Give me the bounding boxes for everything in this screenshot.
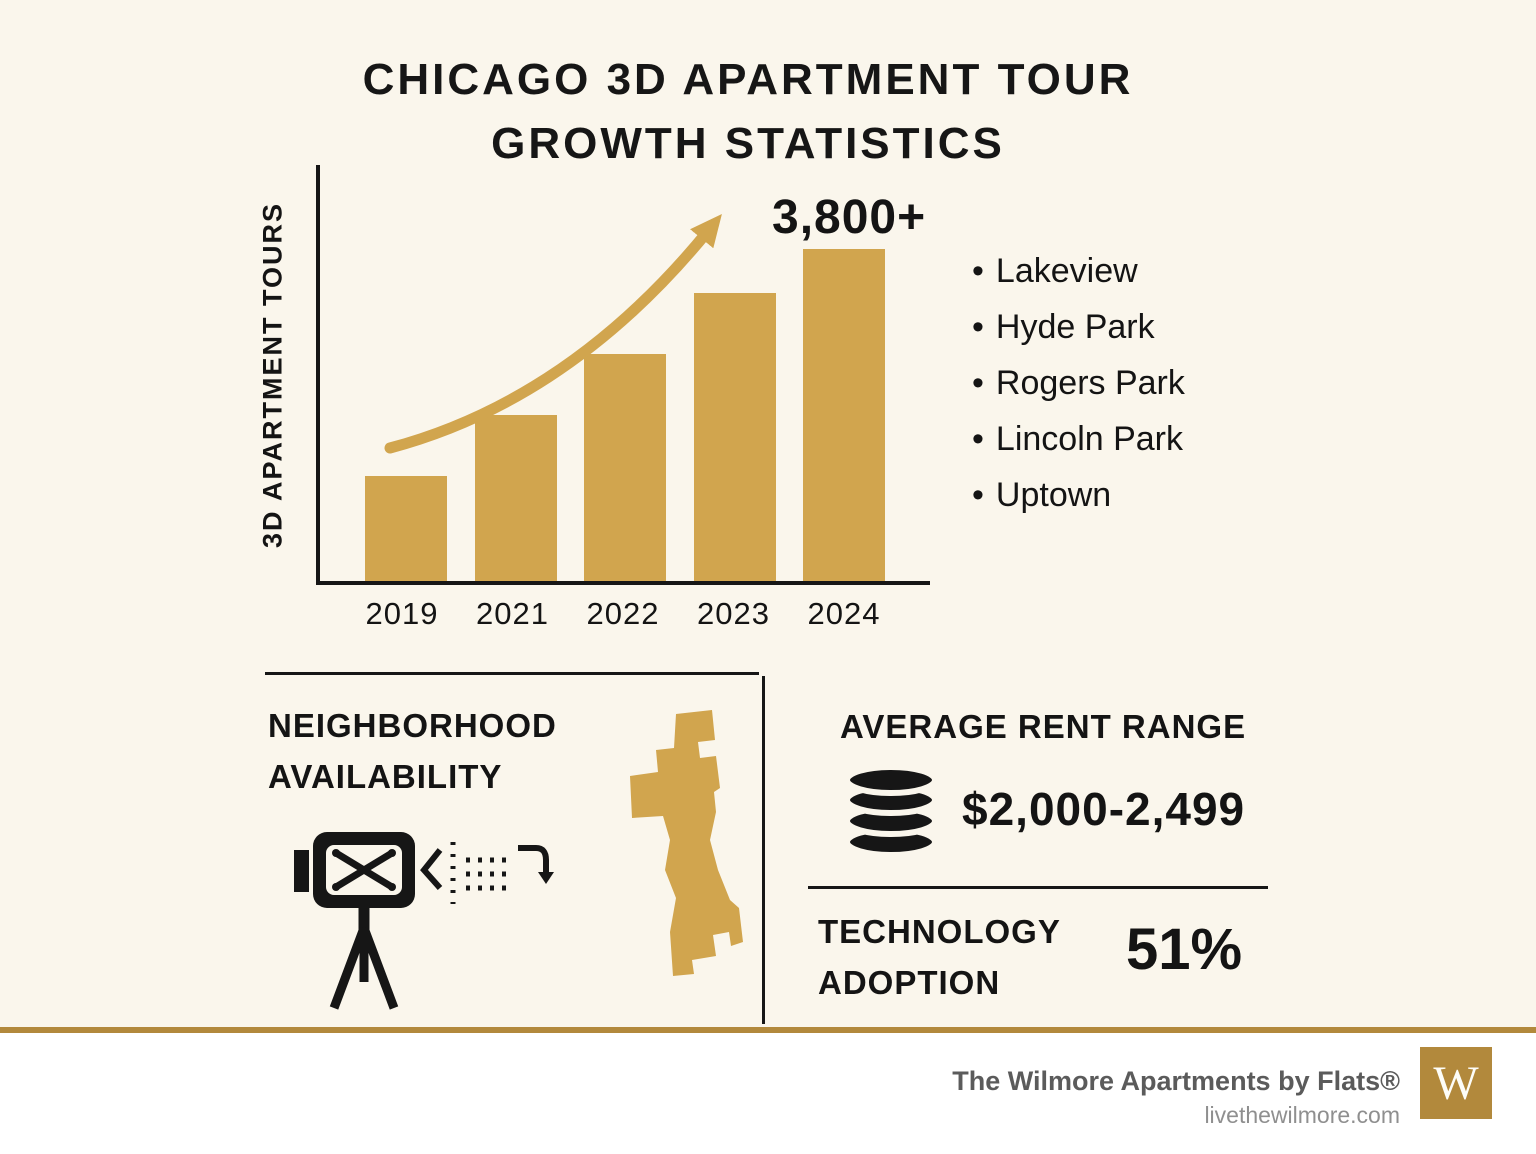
neighborhood-availability-heading: NEIGHBORHOOD AVAILABILITY xyxy=(268,700,557,802)
list-item: • Hyde Park xyxy=(972,308,1185,347)
tech-heading-line-1: TECHNOLOGY xyxy=(818,913,1061,950)
bullet-icon: • xyxy=(972,252,984,290)
page-title: CHICAGO 3D APARTMENT TOUR GROWTH STATIST… xyxy=(248,48,1248,176)
footer: The Wilmore Apartments by Flats® livethe… xyxy=(0,1033,1536,1154)
list-item: • Lakeview xyxy=(972,252,1185,291)
list-item: • Rogers Park xyxy=(972,364,1185,403)
coin-stack-icon xyxy=(844,766,938,858)
footer-gold-rule xyxy=(0,1027,1536,1033)
x-axis-labels: 2019 2021 2022 2023 2024 xyxy=(316,596,930,632)
technology-adoption-heading: TECHNOLOGY ADOPTION xyxy=(818,906,1061,1008)
bar-chart xyxy=(316,165,930,585)
bar-2024 xyxy=(803,249,885,581)
neighborhood-name: Uptown xyxy=(995,476,1112,514)
x-axis-label: 2021 xyxy=(476,596,549,631)
brand-name: The Wilmore Apartments by Flats® xyxy=(952,1066,1400,1096)
wilmore-logo: W xyxy=(1420,1047,1492,1119)
bullet-icon: • xyxy=(972,420,984,458)
chart-annotation: 3,800+ xyxy=(772,191,927,244)
title-line-1: CHICAGO 3D APARTMENT TOUR xyxy=(362,55,1134,104)
divider-horizontal-left xyxy=(265,672,759,675)
chicago-map xyxy=(630,710,743,976)
neighborhood-name: Lincoln Park xyxy=(995,420,1184,458)
bar-2021 xyxy=(474,415,557,581)
bar-2023 xyxy=(693,293,776,581)
neighborhood-name: Hyde Park xyxy=(995,308,1155,346)
website-url: livethewilmore.com xyxy=(1204,1102,1400,1128)
list-item: • Uptown xyxy=(972,476,1185,515)
technology-adoption-value: 51% xyxy=(1126,917,1243,982)
bullet-icon: • xyxy=(972,308,984,346)
bar-2022 xyxy=(584,354,666,581)
neighborhood-heading-line-2: AVAILABILITY xyxy=(268,758,503,796)
x-axis-label: 2022 xyxy=(586,596,660,631)
bar-2019 xyxy=(365,476,447,581)
bullet-icon: • xyxy=(972,364,984,402)
list-item: • Lincoln Park xyxy=(972,420,1185,459)
average-rent-heading: AVERAGE RENT RANGE xyxy=(840,708,1247,745)
divider-vertical xyxy=(762,676,765,1024)
neighborhood-name: Lakeview xyxy=(995,252,1138,290)
bar-group xyxy=(320,165,930,581)
neighborhood-heading-line-1: NEIGHBORHOOD xyxy=(268,707,557,744)
growth-arrow-icon xyxy=(384,213,722,454)
x-axis-label: 2023 xyxy=(697,596,770,631)
neighborhood-list: • Lakeview • Hyde Park • Rogers Park • Lincoln … xyxy=(972,252,1185,515)
x-axis-label: 2024 xyxy=(807,596,881,631)
logo-letter: W xyxy=(1433,1056,1479,1110)
bullet-icon: • xyxy=(972,476,984,514)
rent-range-value: $2,000-2,499 xyxy=(962,783,1246,835)
title-line-2: GROWTH STATISTICS xyxy=(491,118,1005,168)
x-axis-label: 2019 xyxy=(365,596,439,631)
camera-tripod-icon xyxy=(294,832,554,1010)
tech-heading-line-2: ADOPTION xyxy=(818,964,1001,1002)
divider-horizontal-right xyxy=(808,886,1268,889)
neighborhood-name: Rogers Park xyxy=(995,364,1185,402)
y-axis-label: 3D APARTMENT TOURS xyxy=(257,202,288,549)
